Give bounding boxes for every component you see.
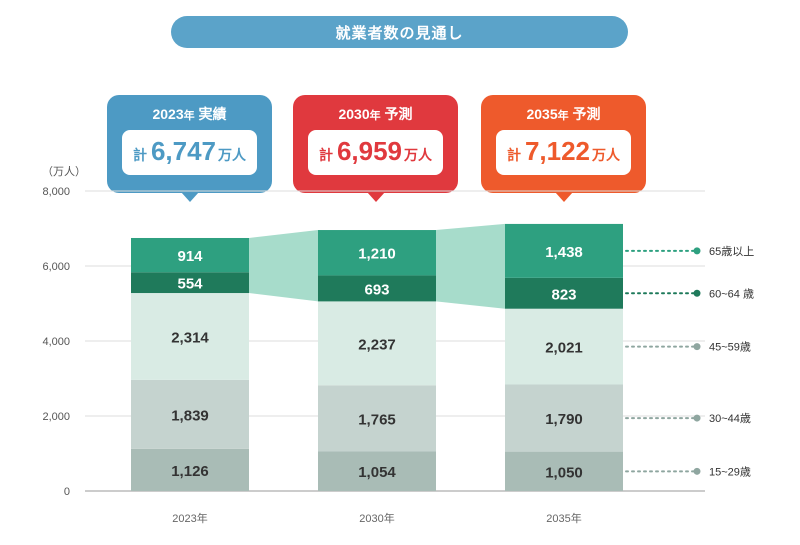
callout-heading: 2035年 予測 [526,106,601,122]
data-label: 1,790 [545,411,583,428]
data-label: 2,314 [171,329,209,346]
bar-segment [318,230,436,276]
bar-segment [505,384,623,452]
y-tick-label: 0 [64,486,70,498]
bar-segment [318,301,436,386]
bar-segment [318,385,436,452]
data-label: 823 [551,286,576,303]
bar-segment [131,237,249,273]
callout-heading: 2030年 予測 [338,106,413,122]
callout-total: 計 6,959 万人 [308,130,443,175]
bar-segment [505,451,623,491]
bar-segment [318,451,436,491]
data-label: 1,210 [358,246,396,263]
bar-segment [505,308,623,385]
data-label: 1,765 [358,411,396,428]
connector-band [436,223,505,309]
callout-heading: 2023年 実績 [152,106,227,122]
data-label: 2,237 [358,336,396,353]
y-tick-label: 2,000 [42,411,70,423]
legend-label: 15~29歳 [709,465,751,478]
connector-band [249,230,318,302]
data-label: 1,438 [545,244,583,261]
y-tick-label: 8,000 [42,186,70,198]
legend-label: 60~64 歳 [709,287,754,300]
x-tick-label: 2023年 [172,511,207,525]
legend-marker [693,343,701,351]
legend-label: 45~59歳 [709,341,751,354]
legend-marker [693,467,701,475]
data-label: 2,021 [545,340,583,357]
data-label: 693 [364,281,389,298]
bar-segment [505,277,623,309]
bar-segment [131,379,249,449]
callout-total: 計 6,747 万人 [122,130,257,175]
x-tick-label: 2030年 [359,511,394,525]
legend-label: 65歳以上 [709,245,754,258]
y-tick-label: 4,000 [42,336,70,348]
data-label: 914 [177,248,203,265]
callout-2030: 2030年 予測 計 6,959 万人 [293,95,458,202]
y-tick-label: 6,000 [42,261,70,273]
callout-total: 計 7,122 万人 [496,130,631,175]
bar-segment [131,293,249,380]
bar-segment [505,223,623,278]
data-label: 554 [177,276,203,293]
legend-marker [693,289,701,297]
callout-2023: 2023年 実績 計 6,747 万人 [107,95,272,202]
data-label: 1,126 [171,463,209,480]
data-label: 1,839 [171,407,209,424]
chart-title: 就業者数の見通し [171,16,628,48]
y-axis-unit: （万人） [42,166,86,178]
callout-2035: 2035年 予測 計 7,122 万人 [481,95,646,202]
bar-segment [131,272,249,294]
legend-label: 30~44歳 [709,412,751,425]
data-label: 1,054 [358,464,396,481]
legend-marker [693,414,701,422]
bar-segment [131,448,249,491]
bar-segment [318,275,436,302]
legend-marker [693,247,701,255]
x-tick-label: 2035年 [546,511,581,525]
data-label: 1,050 [545,464,583,481]
